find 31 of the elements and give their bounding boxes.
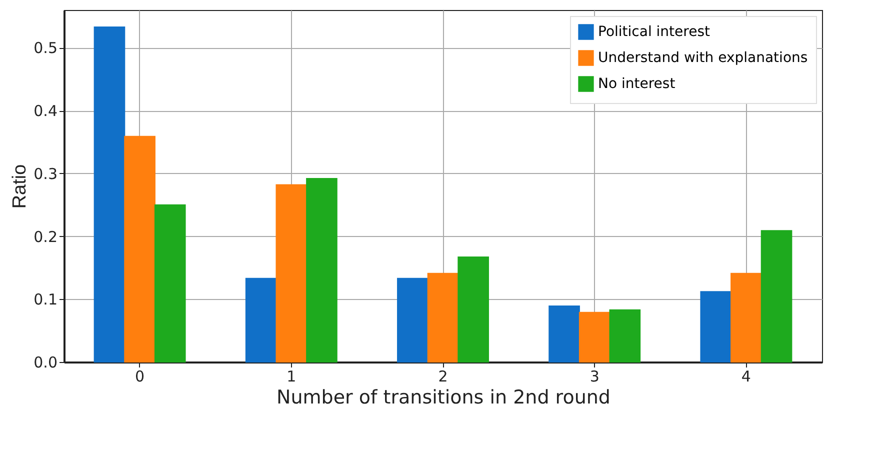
x-axis-title: Number of transitions in 2nd round xyxy=(276,386,610,408)
bar xyxy=(730,272,762,362)
legend-label: No interest xyxy=(598,76,676,92)
legend-label: Political interest xyxy=(598,24,711,40)
bar xyxy=(306,178,338,362)
y-tick-label: 0.0 xyxy=(34,354,58,372)
x-tick-label: 0 xyxy=(135,368,145,386)
bar xyxy=(124,136,156,362)
x-tick-label: 4 xyxy=(741,368,751,386)
y-tick-label: 0.5 xyxy=(34,39,58,58)
legend-label: Understand with explanations xyxy=(598,50,808,66)
y-tick-label: 0.1 xyxy=(34,290,58,309)
bar xyxy=(245,278,277,362)
bar xyxy=(397,278,428,362)
bar xyxy=(427,272,459,362)
bar xyxy=(154,204,186,362)
bar xyxy=(760,230,792,362)
bar xyxy=(94,26,126,362)
bar xyxy=(578,312,610,362)
x-tick-label: 1 xyxy=(286,368,296,386)
bar xyxy=(609,309,641,362)
bar xyxy=(700,291,732,362)
y-tick-label: 0.4 xyxy=(34,102,58,120)
y-tick-label: 0.3 xyxy=(34,164,58,183)
y-tick-label: 0.2 xyxy=(34,228,58,246)
bar xyxy=(458,256,489,362)
x-tick-label: 3 xyxy=(590,368,600,386)
bar xyxy=(276,184,308,362)
y-axis-title: Ratio xyxy=(10,164,31,209)
bar xyxy=(548,306,580,362)
x-tick-label: 2 xyxy=(438,368,448,386)
